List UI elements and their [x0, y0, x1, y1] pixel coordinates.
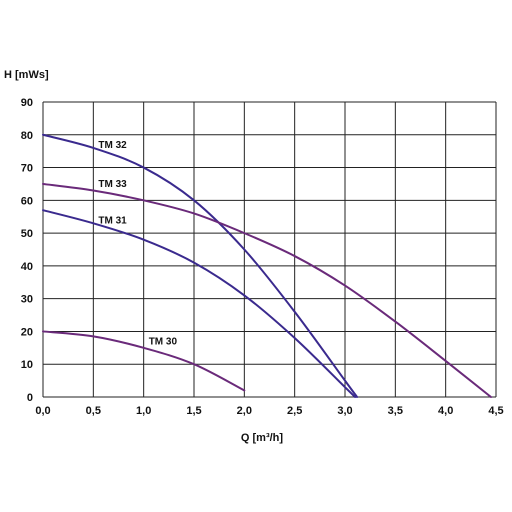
series-label-tm-33: TM 33: [98, 179, 127, 190]
series-line-tm-31: [42, 209, 357, 398]
y-tick-label: 90: [21, 97, 33, 109]
x-tick-label: 2,5: [287, 405, 302, 417]
y-tick-label: 20: [21, 326, 33, 338]
y-tick-label: 60: [21, 195, 33, 207]
y-tick-label: 30: [21, 294, 33, 306]
grid: [42, 101, 497, 398]
y-tick-label: 70: [21, 163, 33, 175]
y-tick-label: 10: [21, 359, 33, 371]
series-line-tm-33: [42, 182, 492, 398]
x-tick-label: 0,0: [35, 405, 50, 417]
x-tick-label: 0,5: [86, 405, 101, 417]
series-line-tm-30: [42, 330, 246, 392]
y-tick-label: 80: [21, 130, 33, 142]
x-tick-label: 3,0: [337, 405, 352, 417]
x-tick-label: 4,5: [488, 405, 503, 417]
x-tick-label: 3,5: [388, 405, 403, 417]
series-label-tm-30: TM 30: [149, 337, 178, 348]
series-line-tm-32: [42, 133, 359, 398]
x-tick-label: 4,0: [438, 405, 453, 417]
y-tick-label: 40: [21, 261, 33, 273]
y-tick-label: 50: [21, 228, 33, 240]
y-tick-label: 0: [27, 392, 33, 404]
x-axis-title: Q [m³/h]: [241, 432, 283, 444]
series-layer: TM 32 TM 33 TM 31 TM 30: [42, 133, 492, 398]
x-tick-label: 1,0: [136, 405, 151, 417]
x-tick-label: 1,5: [186, 405, 201, 417]
series-label-tm-31: TM 31: [98, 215, 127, 226]
y-axis-title: H [mWs]: [4, 69, 49, 81]
series-label-tm-32: TM 32: [98, 140, 127, 151]
x-tick-label: 2,0: [237, 405, 252, 417]
tick-labels: 0,0 0,5 1,0 1,5 2,0 2,5 3,0 3,5 4,0 4,5 0 10 20 30 40 5…: [21, 97, 504, 417]
